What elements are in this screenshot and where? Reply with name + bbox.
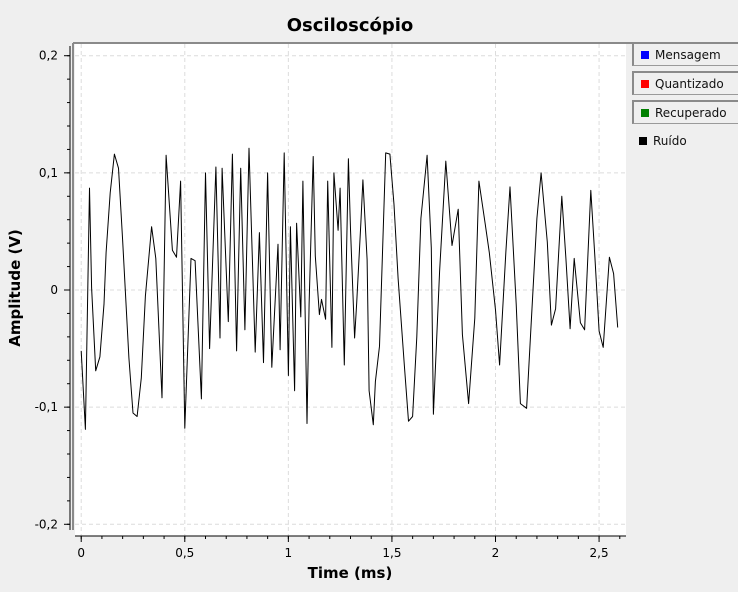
legend-item-ruido[interactable]: Ruído [632, 129, 738, 153]
legend-swatch-ruido [639, 137, 647, 145]
x-tick-label: 0,5 [175, 546, 194, 560]
legend-item-recuperado[interactable]: Recuperado [632, 100, 738, 124]
legend-item-mensagem[interactable]: Mensagem [632, 42, 738, 66]
x-tick-label: 1,5 [382, 546, 401, 560]
grid-lines [75, 44, 626, 536]
legend-label-quantizado: Quantizado [655, 76, 724, 91]
legend-swatch-quantizado [641, 79, 649, 88]
y-tick-label: 0,2 [39, 49, 58, 63]
y-axis-ticks: 0,2 0,1 0 -0,1 -0,2 [35, 49, 70, 531]
x-tick-label: 1 [285, 546, 293, 560]
y-tick-label: 0 [50, 283, 58, 297]
x-tick-label: 0 [77, 546, 85, 560]
x-tick-label: 2,5 [590, 546, 609, 560]
legend-swatch-recuperado [641, 108, 649, 117]
legend-label-ruido: Ruído [653, 134, 687, 148]
legend-item-quantizado[interactable]: Quantizado [632, 71, 738, 95]
y-tick-label: -0,1 [35, 400, 58, 414]
chart-title: Osciloscópio [287, 15, 414, 36]
y-axis-label: Amplitude (V) [6, 229, 24, 347]
legend: Mensagem Quantizado Recuperado Ruído [632, 42, 738, 158]
x-axis-label: Time (ms) [308, 564, 393, 582]
y-tick-label: 0,1 [39, 166, 58, 180]
y-tick-label: -0,2 [35, 517, 58, 531]
legend-label-mensagem: Mensagem [655, 47, 721, 62]
series-line-ruido [80, 147, 619, 430]
legend-label-recuperado: Recuperado [655, 105, 727, 120]
x-axis-ticks: 0 0,5 1 1,5 2 2,5 [77, 536, 621, 560]
series-group [80, 147, 619, 430]
legend-swatch-mensagem [641, 50, 649, 59]
x-tick-label: 2 [492, 546, 500, 560]
